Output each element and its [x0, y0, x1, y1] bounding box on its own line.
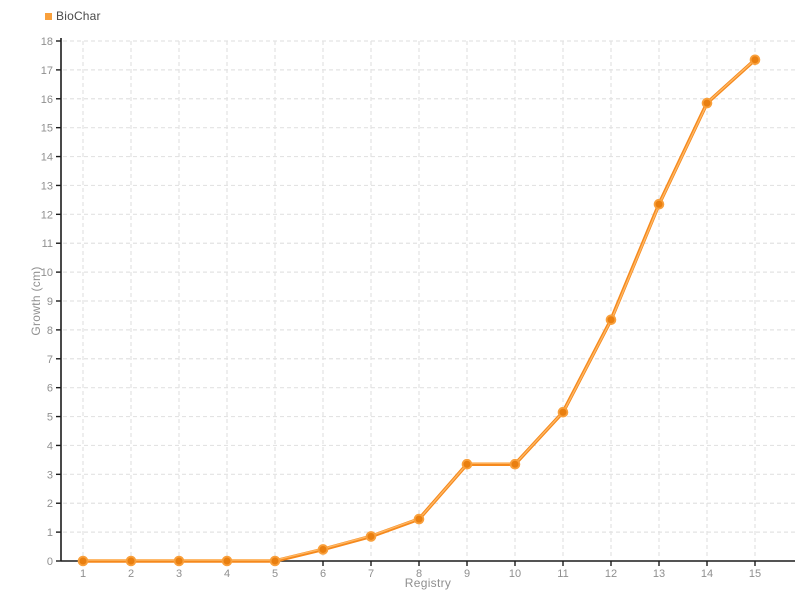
y-tick-label: 9 — [47, 296, 53, 308]
x-tick-label: 8 — [416, 568, 422, 580]
y-tick-label: 15 — [41, 123, 53, 135]
y-tick-label: 16 — [41, 94, 53, 106]
y-tick-label: 0 — [47, 556, 53, 568]
y-tick-label: 8 — [47, 325, 53, 337]
y-tick-label: 13 — [41, 180, 53, 192]
data-point-marker — [221, 555, 233, 567]
legend-label: BioChar — [56, 9, 101, 23]
y-tick-label: 7 — [47, 354, 53, 366]
data-point-marker — [509, 458, 521, 470]
data-point-marker — [653, 198, 665, 210]
data-point-marker — [413, 513, 425, 525]
x-tick-label: 14 — [701, 568, 713, 580]
data-point-marker — [317, 544, 329, 555]
x-tick-label: 4 — [224, 568, 230, 580]
x-tick-label: 1 — [80, 568, 86, 580]
y-tick-label: 5 — [47, 412, 53, 424]
data-point-marker — [173, 555, 185, 567]
x-tick-label: 9 — [464, 568, 470, 580]
data-point-marker — [749, 54, 761, 66]
x-tick-label: 5 — [272, 568, 278, 580]
data-point-marker — [77, 555, 89, 567]
x-axis-title: Registry — [404, 576, 452, 590]
x-tick-label: 11 — [557, 568, 568, 580]
y-tick-label: 4 — [47, 440, 53, 452]
y-tick-label: 6 — [47, 383, 53, 395]
x-tick-label: 12 — [605, 568, 617, 580]
legend-swatch-icon — [45, 12, 52, 20]
x-tick-label: 10 — [509, 568, 521, 580]
x-tick-label: 15 — [749, 568, 761, 580]
x-tick-label: 3 — [176, 568, 182, 580]
legend: BioChar — [45, 9, 101, 23]
data-point-marker — [557, 406, 569, 418]
x-tick-label: 13 — [653, 568, 665, 580]
data-point-marker — [701, 97, 713, 109]
y-tick-label: 2 — [47, 498, 53, 510]
y-tick-label: 10 — [41, 267, 53, 279]
y-tick-label: 17 — [41, 65, 53, 77]
x-tick-label: 6 — [320, 568, 326, 580]
y-tick-label: 1 — [47, 527, 53, 539]
y-tick-label: 18 — [41, 36, 53, 48]
x-tick-label: 7 — [368, 568, 374, 580]
data-point-marker — [365, 531, 377, 542]
data-point-marker — [461, 458, 473, 470]
series-line-highlight — [83, 58, 757, 561]
y-tick-label: 11 — [42, 238, 53, 250]
data-point-marker — [269, 555, 281, 567]
y-tick-label: 12 — [41, 209, 53, 221]
x-tick-label: 2 — [128, 568, 134, 580]
data-point-marker — [125, 555, 137, 567]
y-tick-label: 3 — [47, 469, 53, 481]
y-tick-label: 14 — [41, 152, 53, 164]
data-point-marker — [605, 314, 617, 326]
